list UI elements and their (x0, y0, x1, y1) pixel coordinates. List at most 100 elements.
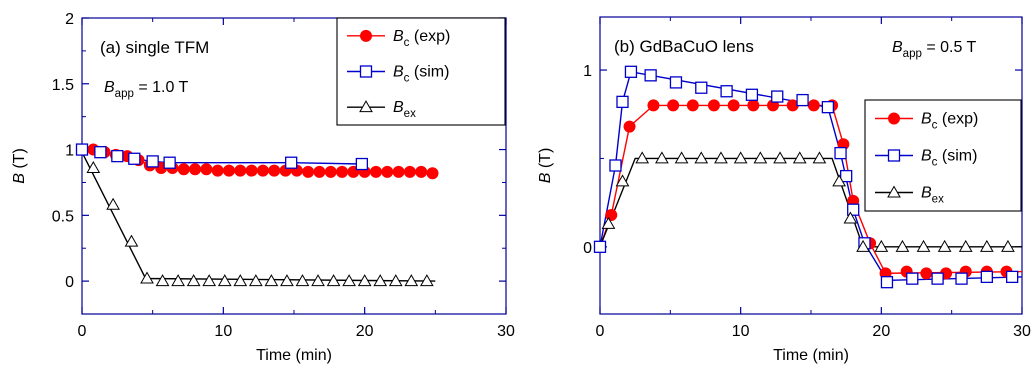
data-point-exp (920, 267, 933, 280)
y-axis-label: B (T) (537, 148, 554, 184)
data-point-sim (847, 203, 860, 216)
data-point-sim (163, 156, 176, 169)
data-point-sim (834, 146, 847, 160)
data-point-exp (268, 164, 281, 177)
data-point-exp (222, 164, 235, 177)
legend-marker-ex (887, 185, 901, 198)
legend-label-exp-symbol: B (393, 28, 404, 45)
data-point-exp (686, 99, 699, 112)
legend-marker-sim (359, 65, 373, 78)
legend-label-sim-sub: c (404, 73, 410, 85)
data-point-sim (821, 101, 835, 114)
data-point-sim (771, 90, 784, 103)
data-point-sim (669, 76, 683, 89)
x-tick-label: 0 (78, 323, 87, 340)
data-point-sim (906, 272, 919, 285)
data-point-exp (189, 163, 202, 176)
y-tick-label: 1.5 (52, 77, 74, 94)
data-point-exp (211, 164, 224, 177)
data-point-sim (624, 65, 638, 78)
data-point-ex (295, 274, 310, 287)
data-point-sim (1006, 270, 1019, 284)
data-point-ex (843, 211, 858, 224)
data-point-ex (233, 274, 248, 287)
legend-label-ex-sub: ex (404, 108, 416, 120)
data-point-ex (753, 151, 768, 164)
data-point-exp (324, 165, 337, 178)
data-point-sim (285, 156, 298, 169)
y-axis-label-group: B (T) (537, 148, 554, 184)
applied-field-annotation-sub: app (115, 88, 134, 100)
series-line-ex (599, 157, 1022, 248)
data-point-ex (140, 271, 154, 284)
data-point-ex (694, 151, 709, 164)
x-tick-label: 30 (1013, 323, 1031, 340)
data-point-sim (880, 276, 894, 289)
legend-label-ex-symbol: B (921, 185, 932, 202)
data-point-ex (248, 274, 263, 287)
data-point-exp (807, 99, 820, 112)
data-point-ex (773, 151, 787, 164)
legend-label-exp-rest: (exp) (409, 28, 450, 45)
legend-marker-exp (360, 29, 372, 42)
data-point-ex (615, 174, 630, 187)
data-point-ex (326, 274, 341, 287)
data-point-sim (644, 69, 657, 82)
data-point-ex (186, 274, 201, 287)
x-tick-label: 20 (356, 323, 374, 340)
data-point-sim (111, 149, 124, 163)
legend-marker-sim (887, 149, 901, 162)
data-point-ex (874, 239, 889, 252)
y-tick-label: 0 (583, 240, 592, 257)
data-point-ex (601, 216, 616, 229)
applied-field-annotation-symbol: B (104, 79, 115, 96)
y-axis-label-symbol: B (11, 173, 28, 184)
x-tick-label: 0 (596, 323, 605, 340)
y-axis-label-group: B (T) (11, 148, 28, 184)
data-point-ex (856, 239, 870, 252)
data-point-sim (593, 240, 607, 253)
applied-field-annotation-rest: = 0.5 T (922, 39, 977, 56)
y-tick-label: 0 (65, 274, 74, 291)
y-axis-label: B (T) (11, 148, 28, 184)
data-point-ex (895, 239, 910, 252)
legend-label-exp-sub: c (932, 120, 938, 132)
data-point-ex (937, 239, 952, 252)
data-point-sim (616, 95, 629, 109)
legend-label-exp: Bc (exp) (393, 28, 450, 49)
data-point-ex (155, 274, 170, 287)
panel-label: (b) GdBaCuO lens (614, 37, 754, 56)
data-point-sim (980, 270, 993, 284)
legend-label-exp-symbol: B (921, 111, 932, 128)
x-axis-label: Time (min) (256, 347, 332, 364)
data-point-exp (647, 99, 660, 112)
data-point-ex (357, 274, 372, 287)
chart-panel-b: 0 10 20 30 0 1 Time (min) B (T) (b) GdBaCuO lens… (537, 16, 1031, 364)
data-point-sim (931, 272, 944, 285)
data-point-exp (200, 163, 213, 176)
y-axis-label-rest: (T) (11, 148, 28, 173)
y-axis-label-rest: (T) (537, 148, 554, 173)
data-point-ex (280, 274, 294, 287)
legend-label-ex: Bex (393, 99, 416, 120)
legend-label-exp-rest: (exp) (937, 111, 978, 128)
legend-label-sim-symbol: B (921, 148, 932, 165)
data-point-ex (1001, 239, 1015, 252)
data-point-ex (202, 274, 217, 287)
data-point-sim (609, 159, 622, 172)
data-point-sim (720, 85, 733, 98)
x-tick-label: 30 (497, 323, 515, 340)
y-tick-label: 0.5 (52, 208, 74, 225)
y-tick-label: 1 (65, 143, 74, 160)
legend-label-sim-rest: (sim) (937, 148, 977, 165)
legend-label-sim-symbol: B (393, 64, 404, 81)
applied-field-annotation: Bapp = 1.0 T (104, 79, 189, 100)
data-point-exp (313, 165, 326, 178)
data-point-ex (86, 160, 101, 173)
data-point-ex (733, 151, 748, 164)
legend-label-sim: Bc (sim) (393, 64, 449, 85)
legend-label-exp-sub: c (404, 37, 410, 49)
data-point-ex (217, 274, 232, 287)
legend-label-sim-rest: (sim) (409, 64, 449, 81)
data-point-ex (388, 274, 403, 287)
